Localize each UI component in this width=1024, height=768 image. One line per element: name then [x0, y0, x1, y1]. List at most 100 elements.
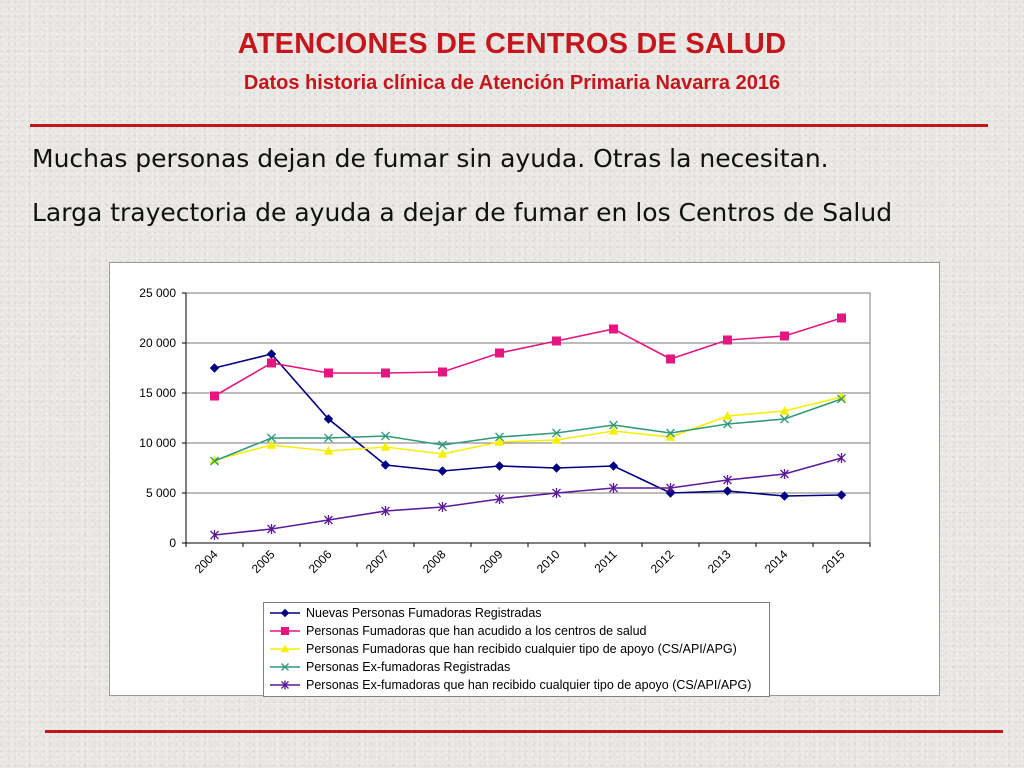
data-point: [552, 428, 561, 438]
series-2: [210, 313, 846, 401]
legend-item: Personas Ex-fumadoras que han recibido c…: [268, 676, 765, 694]
line-chart: 0 5 000 10 000 15 000 20 000 25 000 2004 2005 20…: [139, 286, 871, 576]
x-tick-label: 2014: [762, 547, 791, 576]
data-point: [323, 445, 334, 455]
legend-item: Nuevas Personas Fumadoras Registradas: [268, 604, 765, 622]
data-point: [495, 348, 504, 358]
legend-label: Personas Ex-fumadoras Registradas: [306, 660, 511, 674]
bottom-divider: [45, 730, 1003, 733]
chart-legend: Nuevas Personas Fumadoras Registradas Pe…: [263, 602, 770, 697]
y-tick-label: 5 000: [146, 486, 176, 500]
x-tick-label: 2004: [192, 547, 221, 576]
data-point: [267, 433, 276, 443]
x-tick-label: 2012: [648, 547, 677, 576]
legend-swatch-smokers-supported: [270, 644, 300, 653]
data-point: [780, 331, 789, 341]
data-point: [609, 324, 618, 334]
data-point: [723, 335, 732, 345]
y-tick-label: 10 000: [139, 436, 176, 450]
data-point: [267, 358, 276, 368]
x-tick-label: 2007: [363, 547, 392, 576]
x-tick-label: 2011: [591, 547, 619, 575]
data-point: [438, 502, 447, 512]
data-point: [779, 405, 790, 415]
data-point: [609, 483, 618, 493]
legend-swatch-ex-smokers: [270, 663, 300, 671]
body-text-line-2: Larga trayectoria de ayuda a dejar de fu…: [32, 198, 893, 227]
data-point: [666, 354, 675, 364]
series-1: [209, 349, 847, 501]
data-point: [210, 530, 219, 540]
data-point: [281, 663, 289, 671]
data-point: [210, 456, 219, 466]
body-text-line-1: Muchas personas dejan de fumar sin ayuda…: [32, 144, 829, 173]
data-point: [324, 433, 333, 443]
data-point: [380, 441, 391, 451]
data-point: [281, 680, 289, 690]
data-point: [723, 475, 732, 485]
data-point: [837, 453, 846, 463]
legend-label: Personas Ex-fumadoras que han recibido c…: [306, 678, 752, 692]
data-point: [280, 644, 290, 653]
series-line: [214, 353, 842, 497]
data-point: [780, 469, 789, 479]
x-tick-label: 2015: [819, 547, 848, 576]
series-line: [214, 398, 842, 462]
x-tick-label: 2008: [420, 547, 449, 576]
series-line: [214, 396, 842, 461]
data-point: [552, 336, 561, 346]
slide-title: ATENCIONES DE CENTROS DE SALUD: [237, 28, 787, 60]
data-point: [551, 434, 562, 444]
x-tick-label: 2013: [705, 547, 734, 576]
data-point: [209, 363, 220, 373]
data-point: [779, 491, 790, 501]
data-point: [266, 439, 277, 449]
data-point: [666, 483, 675, 493]
data-point: [437, 466, 448, 476]
series-line: [214, 317, 842, 397]
data-point: [267, 524, 276, 534]
x-tick-label: 2010: [534, 547, 563, 576]
series-line: [214, 457, 842, 536]
legend-swatch-smokers-attended: [270, 627, 300, 635]
data-point: [836, 490, 847, 500]
data-point: [381, 506, 390, 516]
data-point: [495, 432, 504, 442]
data-point: [324, 368, 333, 378]
data-point: [780, 414, 789, 424]
data-point: [551, 463, 562, 473]
data-point: [494, 436, 505, 446]
legend-label: Personas Fumadoras que han recibido cual…: [306, 642, 737, 656]
data-point: [280, 608, 290, 618]
series-4: [210, 394, 846, 466]
legend-label: Personas Fumadoras que han acudido a los…: [306, 624, 647, 638]
legend-item: Personas Fumadoras que han recibido cual…: [268, 640, 765, 658]
data-point: [608, 425, 619, 435]
data-point: [381, 368, 390, 378]
data-point: [437, 448, 448, 458]
data-point: [495, 494, 504, 504]
legend-swatch-ex-smokers-supported: [270, 680, 300, 690]
data-point: [210, 391, 219, 401]
data-point: [722, 410, 733, 420]
x-tick-label: 2009: [477, 547, 506, 576]
data-point: [666, 428, 675, 438]
data-point: [438, 440, 447, 450]
data-point: [837, 313, 846, 323]
data-point: [609, 420, 618, 430]
data-point: [552, 488, 561, 498]
legend-item: Personas Fumadoras que han acudido a los…: [268, 622, 765, 640]
data-point: [323, 414, 334, 424]
top-divider: [30, 124, 988, 127]
data-point: [380, 460, 391, 470]
data-point: [608, 461, 619, 471]
data-point: [324, 515, 333, 525]
data-point: [381, 431, 390, 441]
series-5: [210, 453, 846, 540]
legend-item: Personas Ex-fumadoras Registradas: [268, 658, 765, 676]
x-tick-label: 2006: [306, 547, 335, 576]
data-point: [722, 486, 733, 496]
series-3: [209, 391, 847, 464]
y-tick-label: 25 000: [139, 286, 176, 300]
data-point: [494, 461, 505, 471]
